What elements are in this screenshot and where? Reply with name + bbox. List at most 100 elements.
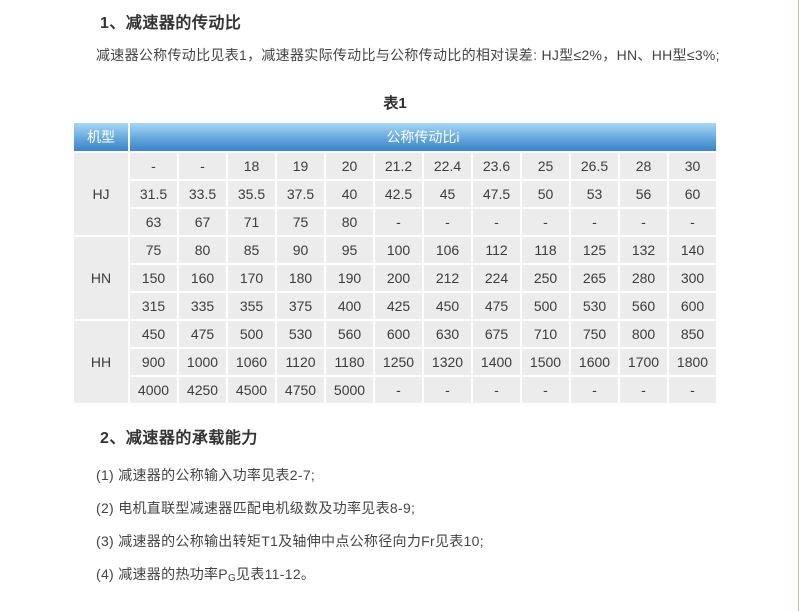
table-header-row: 机型 公称传动比i: [74, 123, 716, 151]
ratio-cell: -: [620, 377, 667, 403]
table-row: 31.5 33.5 35.5 37.5 40 42.5 45 47.5 50 53 56 60: [74, 181, 716, 207]
ratio-cell: -: [424, 209, 471, 235]
ratio-cell: 280: [620, 265, 667, 291]
ratio-cell: -: [571, 377, 618, 403]
ratio-cell: 75: [277, 209, 324, 235]
ratio-cell: 33.5: [179, 181, 226, 207]
ratio-cell: 1120: [277, 349, 324, 375]
table-row: 150 160 170 180 190 200 212 224 250 265 280 300: [74, 265, 716, 291]
model-cell-hj: HJ: [74, 153, 128, 235]
table-row: HJ - -18 19 20 21.2 22.4 23.6 25 26.5 28 30: [74, 153, 716, 235]
ratio-cell: 1400: [473, 349, 520, 375]
ratio-cell: 560: [326, 321, 373, 347]
ratio-cell: 18: [228, 153, 275, 179]
page-right-border: [798, 0, 799, 611]
ratio-cell: -: [375, 377, 422, 403]
ratio-cell: 450: [130, 321, 177, 347]
ratio-cell: 31.5: [130, 181, 177, 207]
ratio-cell: 1000: [179, 349, 226, 375]
ratio-cell: 475: [473, 293, 520, 319]
ratio-cell: 67: [179, 209, 226, 235]
ratio-cell: 63: [130, 209, 177, 235]
ratio-cell: 47.5: [473, 181, 520, 207]
ratio-cell: 630: [424, 321, 471, 347]
ratio-cell: 125: [571, 237, 618, 263]
ratio-cell: 75: [130, 237, 177, 263]
ratio-cell: -: [130, 153, 177, 179]
ratio-cell: 118: [522, 237, 569, 263]
ratio-cell: -: [669, 209, 716, 235]
ratio-cell: 750: [571, 321, 618, 347]
note-item: (3) 减速器的公称输出转矩T1及轴伸中点公称径向力Fr见表10;: [96, 527, 804, 560]
ratio-cell: -: [375, 209, 422, 235]
ratio-cell: 4500: [228, 377, 275, 403]
model-column-header: 机型: [74, 123, 128, 151]
ratio-cell: -: [473, 209, 520, 235]
transmission-ratio-table: 机型 公称传动比i HJ - -18 19 20 21.2 22.4 23.6 25 26.5 28…: [72, 121, 718, 405]
note-item-text: (1) 减速器的公称输入功率见表2-7;: [96, 467, 316, 483]
note-item-text: (2) 电机直联型减速器匹配电机级数及功率见表8-9;: [96, 500, 416, 516]
ratio-cell: 132: [620, 237, 667, 263]
ratio-cell: 23.6: [473, 153, 520, 179]
ratio-cell: 20: [326, 153, 373, 179]
ratio-cell: 30: [669, 153, 716, 179]
note-item: (4) 减速器的热功率PG见表11-12。: [96, 560, 804, 593]
ratio-cell: 19: [277, 153, 324, 179]
ratio-cell: 60: [669, 181, 716, 207]
ratio-cell: 265: [571, 265, 618, 291]
table-caption: 表1: [383, 95, 407, 112]
section2-heading: 2、减速器的承载能力: [100, 430, 258, 447]
ratio-cell: 500: [228, 321, 275, 347]
ratio-cell: 400: [326, 293, 373, 319]
ratio-cell: 42.5: [375, 181, 422, 207]
section1-heading: 1、减速器的传动比: [100, 15, 242, 32]
ratio-cell: 1800: [669, 349, 716, 375]
note-item: (1) 减速器的公称输入功率见表2-7;: [96, 461, 804, 494]
ratio-table-body: HJ - -18 19 20 21.2 22.4 23.6 25 26.5 28 30 31.5 33.5…: [74, 153, 716, 403]
ratio-cell: 45: [424, 181, 471, 207]
ratio-cell: 300: [669, 265, 716, 291]
table-row: 900 1000 1060 1120 1180 1250 1320 1400 1500 1600 1…: [74, 349, 716, 375]
ratio-cell: 1180: [326, 349, 373, 375]
section1-paragraph: 减速器公称传动比见表1，减速器实际传动比与公称传动比的相对误差: HJ型≤2%，…: [96, 47, 720, 63]
ratio-cell: 100: [375, 237, 422, 263]
ratio-cell: 90: [277, 237, 324, 263]
model-cell-hn: HN: [74, 237, 128, 319]
ratio-cell: 250: [522, 265, 569, 291]
ratio-cell: 530: [571, 293, 618, 319]
ratio-cell: 4750: [277, 377, 324, 403]
ratio-cell: 170: [228, 265, 275, 291]
table-row: HH 450 475 500 530 560 600 630 675 710 750 800 850: [74, 321, 716, 403]
model-cell-hh: HH: [74, 321, 128, 403]
ratio-cell: 71: [228, 209, 275, 235]
ratio-cell: 80: [326, 209, 373, 235]
ratio-cell: 190: [326, 265, 373, 291]
ratio-cell: 56: [620, 181, 667, 207]
ratio-cell: 375: [277, 293, 324, 319]
ratio-cell: 710: [522, 321, 569, 347]
ratio-cell: 1060: [228, 349, 275, 375]
ratio-cell: -: [571, 209, 618, 235]
ratio-cell: 800: [620, 321, 667, 347]
ratio-column-header: 公称传动比i: [130, 123, 716, 151]
ratio-cell: 335: [179, 293, 226, 319]
ratio-cell: 1500: [522, 349, 569, 375]
ratio-cell: 160: [179, 265, 226, 291]
ratio-cell: 600: [669, 293, 716, 319]
note-item-sub: G: [227, 573, 237, 584]
ratio-cell: 37.5: [277, 181, 324, 207]
ratio-cell: 212: [424, 265, 471, 291]
note-item-text: 见表11-12。: [236, 566, 316, 582]
ratio-cell: 1250: [375, 349, 422, 375]
table-row: HN 75 80 85 90 95 100 106 112 118 125 132 140: [74, 237, 716, 319]
ratio-cell: -: [522, 209, 569, 235]
section2-note-list: (1) 减速器的公称输入功率见表2-7; (2) 电机直联型减速器匹配电机级数及…: [96, 461, 804, 593]
ratio-cell: 150: [130, 265, 177, 291]
ratio-cell: 850: [669, 321, 716, 347]
ratio-cell: 26.5: [571, 153, 618, 179]
ratio-cell: 50: [522, 181, 569, 207]
ratio-cell: 40: [326, 181, 373, 207]
ratio-cell: -: [620, 209, 667, 235]
ratio-cell: 4000: [130, 377, 177, 403]
ratio-cell: 1320: [424, 349, 471, 375]
